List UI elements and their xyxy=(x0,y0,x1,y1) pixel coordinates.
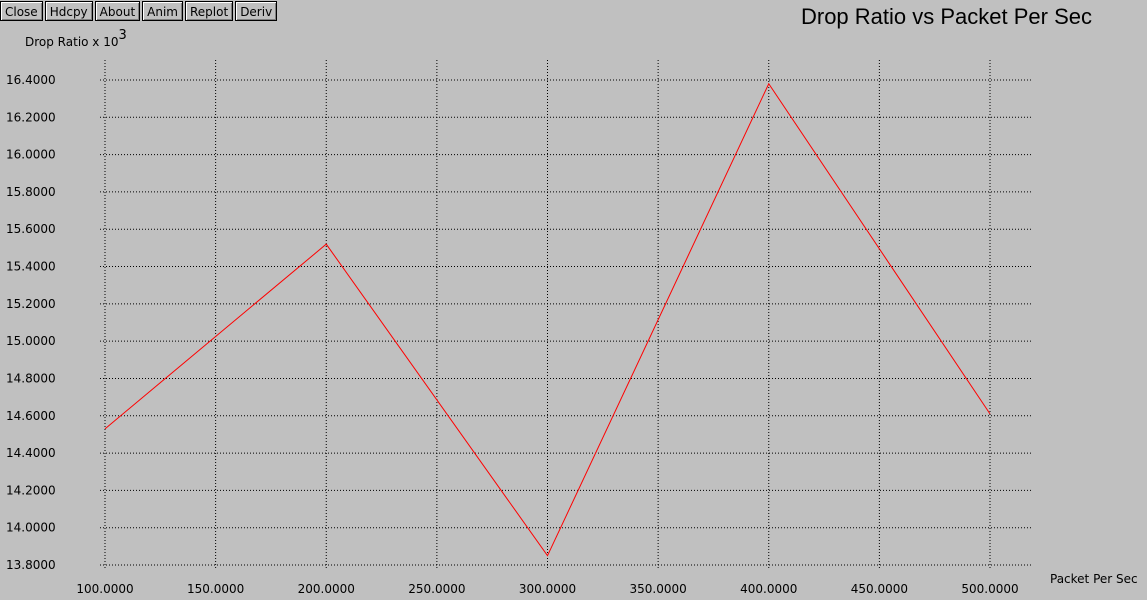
y-tick-label: 15.2000 xyxy=(6,297,56,311)
x-tick-label: 400.0000 xyxy=(740,582,797,596)
y-tick-label: 14.4000 xyxy=(6,446,56,460)
hardcopy-button[interactable]: Hdcpy xyxy=(44,1,93,21)
chart-title: Drop Ratio vs Packet Per Sec xyxy=(800,4,1092,29)
replot-button[interactable]: Replot xyxy=(185,1,234,21)
y-tick-label: 13.8000 xyxy=(6,558,56,572)
y-tick-label: 14.2000 xyxy=(6,483,56,497)
y-tick-label: 15.0000 xyxy=(6,334,56,348)
series-line xyxy=(104,82,991,557)
y-tick-label: 15.8000 xyxy=(6,185,56,199)
y-tick-label: 14.6000 xyxy=(6,409,56,423)
close-button[interactable]: Close xyxy=(0,1,43,21)
y-tick-label: 16.0000 xyxy=(6,148,56,162)
x-tick-label: 300.0000 xyxy=(519,582,576,596)
y-tick-label: 14.8000 xyxy=(6,371,56,385)
y-tick-label: 15.4000 xyxy=(6,260,56,274)
y-tick-label: 16.2000 xyxy=(6,110,56,124)
y-axis-label-text: Drop Ratio x 10 xyxy=(25,35,119,49)
y-axis-label: Drop Ratio x 103 xyxy=(25,28,127,49)
anim-button[interactable]: Anim xyxy=(142,1,183,21)
x-tick-label: 100.0000 xyxy=(76,582,133,596)
y-tick-label: 16.4000 xyxy=(6,73,56,87)
x-tick-label: 250.0000 xyxy=(408,582,465,596)
x-tick-label: 150.0000 xyxy=(187,582,244,596)
x-tick-label: 200.0000 xyxy=(298,582,355,596)
y-tick-label: 14.0000 xyxy=(6,521,56,535)
x-axis-label: Packet Per Sec xyxy=(1050,572,1138,586)
x-tick-label: 500.0000 xyxy=(961,582,1018,596)
y-axis-label-exponent: 3 xyxy=(118,28,127,43)
deriv-button[interactable]: Deriv xyxy=(235,1,278,21)
x-tick-label: 350.0000 xyxy=(629,582,686,596)
toolbar: Close Hdcpy About Anim Replot Deriv xyxy=(0,0,278,24)
y-tick-label: 15.6000 xyxy=(6,222,56,236)
x-tick-label: 450.0000 xyxy=(851,582,908,596)
about-button[interactable]: About xyxy=(94,1,141,21)
